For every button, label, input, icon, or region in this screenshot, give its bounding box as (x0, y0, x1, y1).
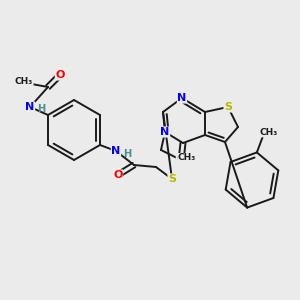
Text: O: O (113, 170, 123, 180)
Text: H: H (123, 149, 131, 159)
Text: N: N (160, 127, 169, 137)
Text: CH₃: CH₃ (260, 128, 278, 137)
Text: H: H (37, 104, 45, 114)
Text: S: S (224, 102, 232, 112)
Text: CH₃: CH₃ (178, 154, 196, 163)
Text: CH₃: CH₃ (15, 76, 33, 85)
Text: N: N (177, 93, 187, 103)
Text: O: O (176, 154, 186, 164)
Text: N: N (26, 102, 34, 112)
Text: S: S (168, 174, 176, 184)
Text: N: N (111, 146, 121, 156)
Text: O: O (55, 70, 65, 80)
